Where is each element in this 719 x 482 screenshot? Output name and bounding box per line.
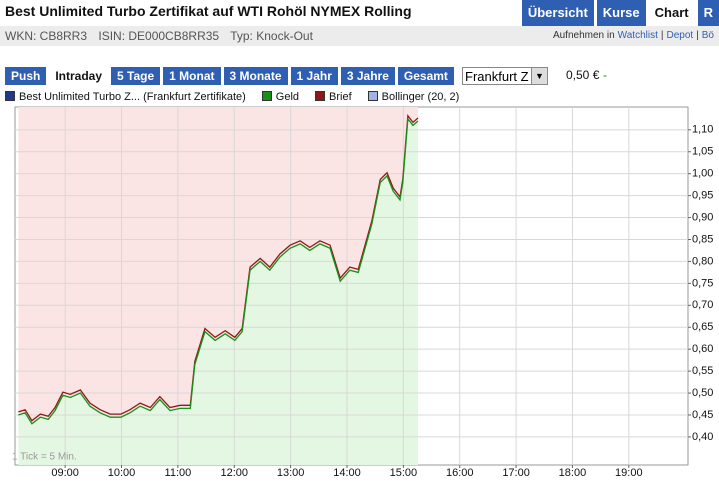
tab[interactable]: R [697, 0, 719, 27]
price: 0,50 € [566, 68, 600, 82]
legend-swatch [261, 91, 272, 101]
range-button[interactable]: 3 Monate [223, 67, 288, 85]
y-tick-label: 0,90 [692, 211, 713, 223]
y-tick-label: 0,45 [692, 409, 713, 421]
legend-swatch [367, 91, 378, 101]
range-button[interactable]: 1 Jahr [290, 67, 338, 85]
link: | [696, 30, 699, 41]
y-tick-label: 0,55 [692, 365, 713, 377]
y-tick-label: 1,00 [692, 168, 713, 180]
y-tick-label: 0,50 [692, 387, 713, 399]
range-button[interactable]: 1 Monat [163, 67, 221, 85]
x-tick-label: 19:00 [615, 467, 643, 479]
title: Best Unlimited Turbo Zertifikat auf WTI … [5, 3, 412, 19]
legend-item: Geld [261, 91, 300, 103]
x-tick-label: 16:00 [446, 467, 474, 479]
y-tick-label: 0,95 [692, 190, 713, 202]
tab[interactable]: Übersicht [521, 0, 594, 27]
tick-note: 1 Tick = 5 Min. [12, 452, 77, 463]
legend-label: Bollinger (20, 2) [381, 91, 460, 103]
y-tick-label: 0,70 [692, 299, 713, 311]
typ: Typ: Knock-Out [230, 29, 313, 43]
y-tick-label: 0,85 [692, 233, 713, 245]
x-tick-label: 11:00 [165, 467, 192, 479]
link: | [660, 30, 664, 41]
dropdown-arrow[interactable]: ▼ [531, 68, 547, 84]
range-button[interactable]: 3 Jahre [340, 67, 395, 85]
x-tick-label: 17:00 [502, 467, 530, 479]
x-tick-label: 13:00 [277, 467, 305, 479]
lower-area [18, 118, 419, 466]
series-line [18, 117, 419, 425]
link[interactable]: Watchlist [617, 30, 658, 41]
info-bar: WKN: CB8RR3 ISIN: DE000CB8RR35 Typ: Knoc… [0, 26, 719, 46]
range-button[interactable]: 5 Tage [111, 67, 161, 85]
ids: WKN: CB8RR3 ISIN: DE000CB8RR35 Typ: Knoc… [5, 29, 321, 43]
range-button[interactable]: Gesamt [397, 67, 454, 85]
change: - [603, 68, 607, 82]
y-tick-label: 0,60 [692, 343, 713, 355]
range-buttons: Push Intraday 5 Tage 1 Monat 3 Monate 1 Jahr 3… [5, 67, 454, 85]
range-button[interactable]: Push [5, 67, 47, 85]
legend-label: Brief [329, 91, 352, 103]
link[interactable]: Depot [666, 30, 694, 41]
upper-area [18, 107, 419, 424]
legend-label: Geld [275, 91, 300, 103]
exchange: Frankfurt Z [465, 69, 529, 84]
x-tick-label: 14:00 [333, 467, 361, 479]
tab[interactable]: Chart [648, 0, 695, 27]
isin: ISIN: DE000CB8RR35 [98, 29, 220, 43]
wkn: WKN: CB8RR3 [5, 29, 88, 43]
x-tick-label: 18:00 [559, 467, 587, 479]
x-tick-label: 12:00 [220, 467, 248, 479]
y-tick-label: 1,05 [692, 146, 713, 158]
exchange-select[interactable]: Frankfurt Z ▼ [462, 67, 548, 85]
legend-swatch [5, 91, 15, 101]
y-tick-label: 0,65 [692, 321, 713, 333]
range-button[interactable]: Intraday [49, 67, 109, 85]
links: Aufnehmen in Watchlist | Depot | Bö [553, 30, 717, 41]
y-tick-label: 1,10 [692, 124, 713, 136]
legend-swatch [315, 91, 326, 101]
y-tick-label: 0,40 [692, 431, 713, 443]
y-tick-label: 0,75 [692, 277, 713, 289]
x-tick-label: 15:00 [390, 467, 418, 479]
link[interactable]: Bö [701, 30, 714, 41]
tabs: Übersicht Kurse Chart R [521, 0, 719, 27]
legend-item: Bollinger (20, 2) [367, 91, 460, 103]
tab[interactable]: Kurse [596, 0, 646, 27]
chart: 0,40 0,45 0,50 0,55 0,60 0,65 0,70 0,75 0,80 0,85… [12, 106, 713, 479]
legend-item: Best Unlimited Turbo Z... (Frankfurt Zer… [5, 91, 246, 103]
legend-label: Best Unlimited Turbo Z... (Frankfurt Zer… [19, 91, 246, 103]
y-tick-label: 0,80 [692, 255, 713, 267]
link: Aufnehmen in [552, 30, 615, 41]
legend-item: Brief [315, 91, 352, 103]
x-tick-label: 09:00 [51, 467, 79, 479]
x-tick-label: 10:00 [108, 467, 136, 479]
legend: Best Unlimited Turbo Z... (Frankfurt Zer… [5, 91, 459, 103]
